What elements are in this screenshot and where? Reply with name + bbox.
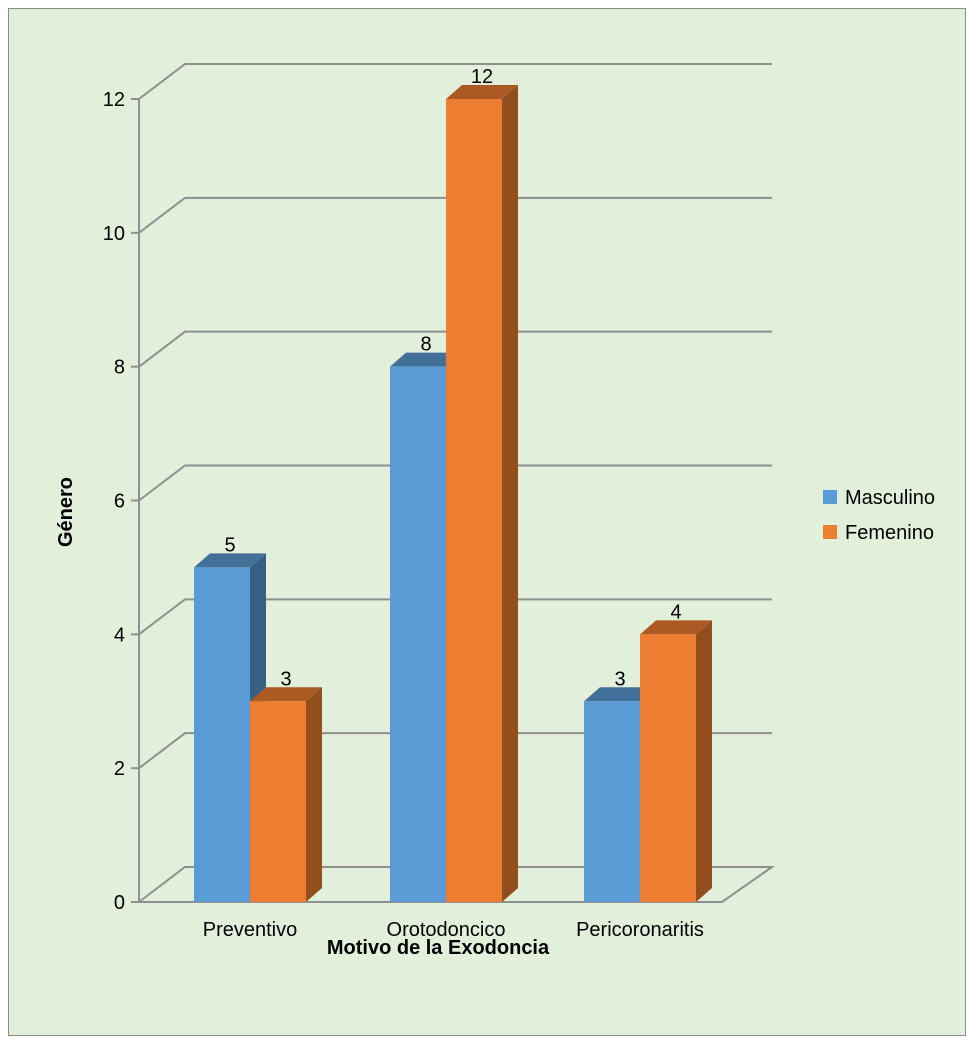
chart-frame [8,8,966,1036]
bar-front [446,99,502,902]
gridline [138,732,772,769]
data-labels: 5 3 8 12 3 4 [224,66,681,690]
y-tick-label: 8 [114,357,125,379]
x-axis-title: Motivo de la Exodoncia [327,937,550,959]
data-label: 3 [280,668,291,690]
bars [194,85,712,903]
y-axis-title: Género [55,477,77,547]
x-tick-label: Pericoronaritis [576,919,704,941]
data-label: 5 [224,534,235,556]
y-tick-label: 2 [114,758,125,780]
bar-top [584,687,656,702]
bar-top [194,553,266,568]
legend: Masculino Femenino [823,487,935,544]
bar [640,620,712,902]
legend-swatch [823,525,837,539]
bar [446,85,518,902]
bar-front [584,701,640,902]
x-tick-labels: Preventivo Orotodoncico Pericoronaritis [203,919,704,941]
bar-front [250,701,306,902]
gridline [138,63,772,100]
legend-entry: Femenino [845,522,934,544]
data-label: 8 [420,334,431,356]
y-tick-label: 6 [114,491,125,513]
y-tick-label: 10 [103,223,125,245]
bar-top [390,352,462,367]
gridlines [131,63,772,903]
bar-side [696,620,712,902]
legend-entry: Masculino [845,487,935,509]
legend-swatch [823,490,837,504]
bar [250,687,322,902]
y-tick-labels: 0 2 4 6 8 10 12 [103,89,125,914]
y-tick-label: 4 [114,624,125,646]
bar-front [640,634,696,902]
data-label: 4 [670,601,681,623]
bar-side [502,85,518,902]
y-tick-label: 0 [114,892,125,914]
data-label: 12 [471,66,493,88]
gridline [138,196,772,234]
gridline [138,330,772,368]
data-label: 3 [614,668,625,690]
bar-side [306,687,322,902]
x-tick-label: Orotodoncico [387,919,506,941]
bar-front [194,567,250,902]
x-tick-label: Preventivo [203,919,298,941]
bar-top [640,620,712,635]
bar-top [250,687,322,702]
bar-front [390,366,446,903]
bar-top [446,85,518,99]
y-tick-label: 12 [103,89,125,111]
gridline [138,464,772,502]
gridline [138,598,772,636]
